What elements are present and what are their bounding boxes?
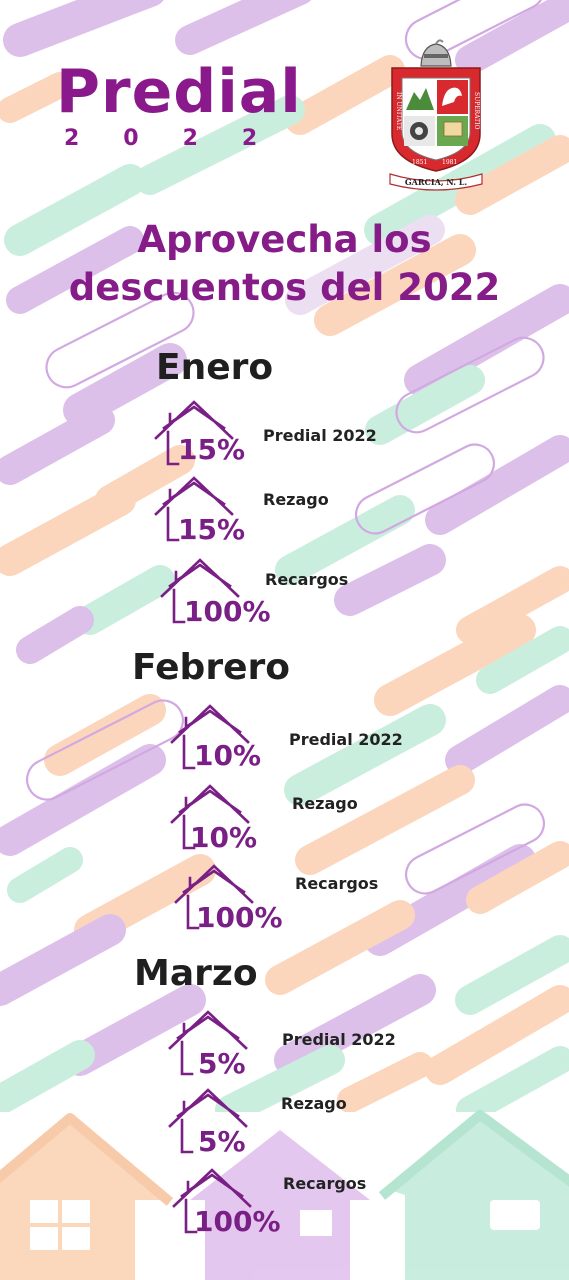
municipal-coat-of-arms-logo: IN UNITATE SUPERATIO 1851 1981 GARCIA, N… xyxy=(386,36,486,196)
house-icon xyxy=(160,558,240,624)
febrero-recargos-percent: 100% xyxy=(196,901,283,934)
enero-recargos-label: Recargos xyxy=(265,570,349,589)
month-heading-marzo: Marzo xyxy=(134,953,258,994)
headline: Aprovecha los descuentos del 2022 xyxy=(10,216,559,312)
house-icon xyxy=(168,1088,248,1154)
febrero-rezago-label: Rezago xyxy=(292,794,358,813)
headline-line-1: Aprovecha los xyxy=(137,218,432,261)
enero-recargos-percent: 100% xyxy=(184,595,271,628)
house-icon xyxy=(170,784,250,850)
febrero-predial-percent: 10% xyxy=(194,739,262,772)
enero-rezago-label: Rezago xyxy=(263,490,329,509)
month-heading-enero: Enero xyxy=(156,347,274,388)
marzo-recargos-percent: 100% xyxy=(194,1205,281,1238)
logo-year-left: 1851 xyxy=(412,159,427,166)
page-title: Predial xyxy=(56,57,302,127)
febrero-recargos-label: Recargos xyxy=(295,874,379,893)
house-icon xyxy=(154,400,234,466)
marzo-recargos-label: Recargos xyxy=(283,1174,367,1193)
marzo-rezago-label: Rezago xyxy=(281,1094,347,1113)
headline-line-2: descuentos del 2022 xyxy=(68,266,501,309)
house-icon xyxy=(174,864,254,930)
house-icon xyxy=(154,476,234,542)
house-icon xyxy=(170,704,250,770)
house-icon xyxy=(168,1010,248,1076)
logo-motto-left: IN UNITATE xyxy=(395,92,402,130)
marzo-predial-label: Predial 2022 xyxy=(282,1030,396,1049)
enero-predial-percent: 15% xyxy=(178,433,246,466)
month-heading-febrero: Febrero xyxy=(132,647,290,688)
logo-ribbon-text: GARCIA, N. L. xyxy=(405,177,468,187)
logo-year-right: 1981 xyxy=(442,159,457,166)
febrero-predial-label: Predial 2022 xyxy=(289,730,403,749)
logo-motto-right: SUPERATIO xyxy=(473,92,480,129)
enero-rezago-percent: 15% xyxy=(178,513,246,546)
marzo-rezago-percent: 5% xyxy=(198,1125,246,1158)
enero-predial-label: Predial 2022 xyxy=(263,426,377,445)
title-year: 2022 xyxy=(64,126,302,151)
house-icon xyxy=(172,1168,252,1234)
febrero-rezago-percent: 10% xyxy=(190,821,258,854)
marzo-predial-percent: 5% xyxy=(198,1047,246,1080)
